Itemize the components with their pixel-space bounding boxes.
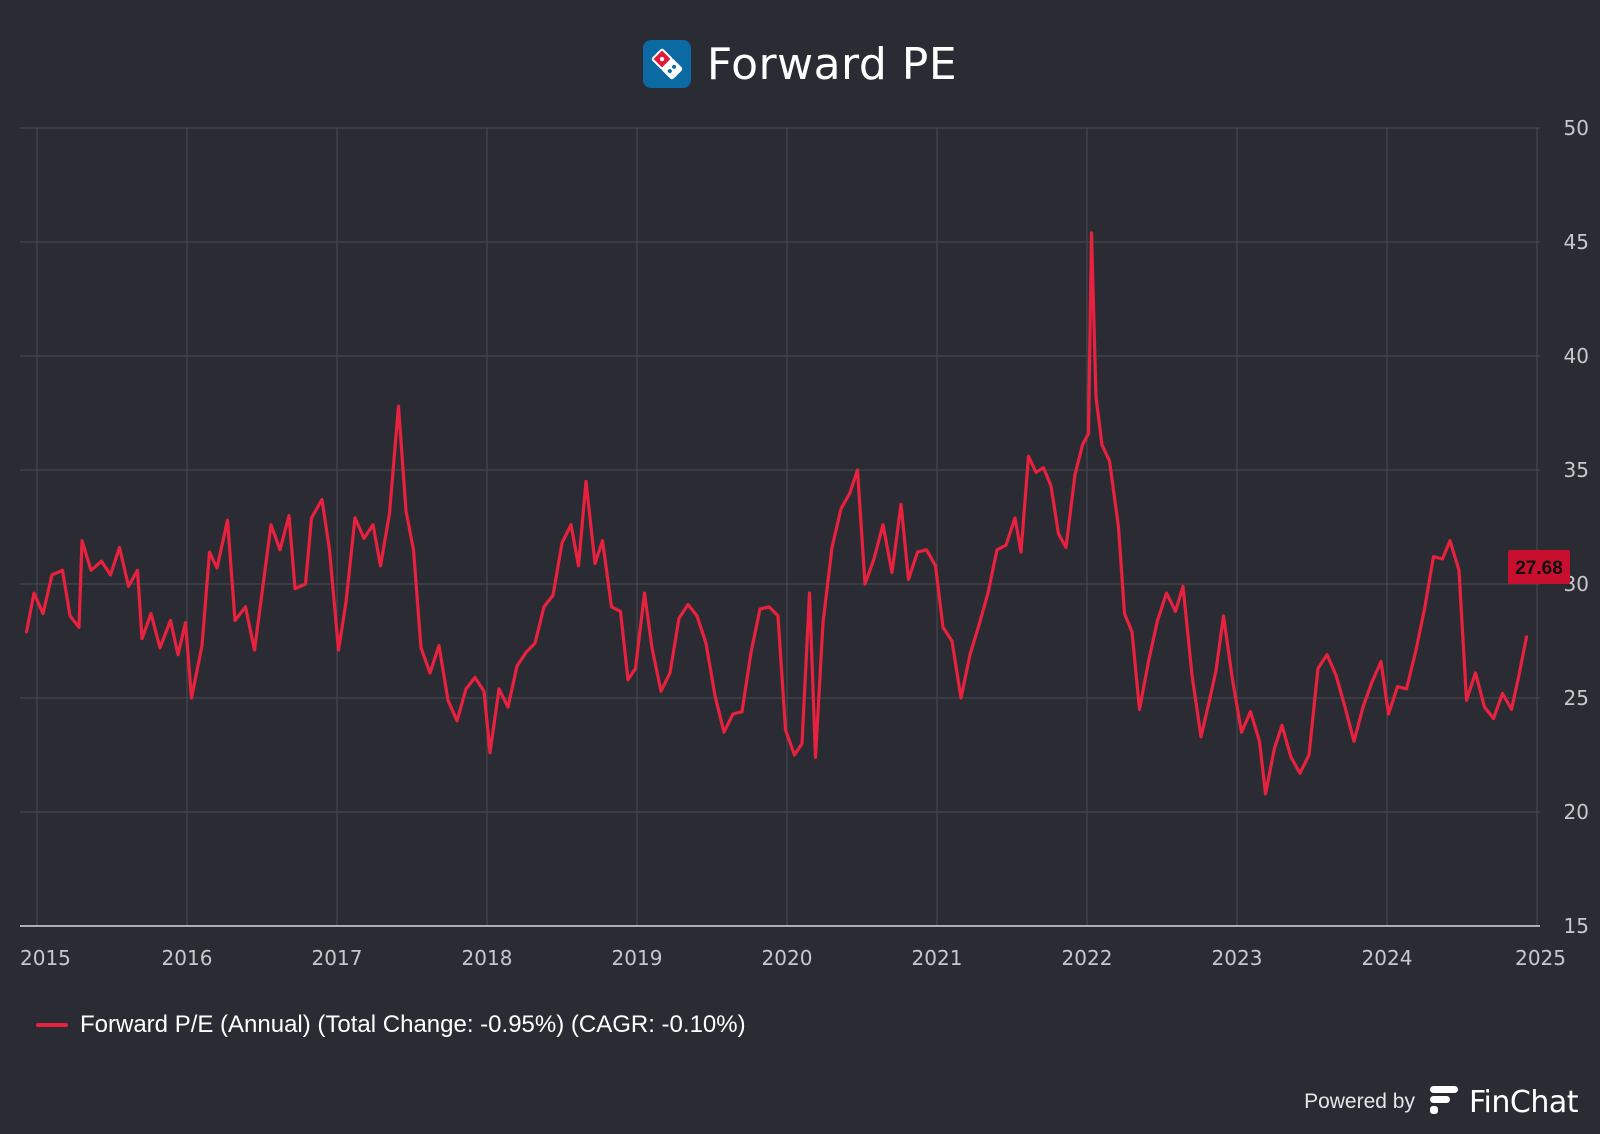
x-tick-label: 2025 xyxy=(1515,946,1566,970)
chart-header: Forward PE xyxy=(0,36,1600,92)
powered-by-branding[interactable]: Powered by FinChat xyxy=(1304,1082,1578,1122)
chart-grid xyxy=(20,127,1540,926)
legend-label: Forward P/E (Annual) (Total Change: -0.9… xyxy=(80,1011,746,1038)
last-value-label: 27.68 xyxy=(1515,558,1563,579)
y-tick-label: 35 xyxy=(1564,458,1589,482)
chart-series xyxy=(24,231,1529,796)
last-value-badge xyxy=(1508,550,1570,584)
y-tick-label: 20 xyxy=(1564,800,1589,824)
series-line xyxy=(24,231,1529,796)
y-tick-label: 25 xyxy=(1564,686,1589,710)
page-title: Forward PE xyxy=(706,38,958,90)
y-tick-label: 15 xyxy=(1564,914,1589,938)
x-tick-label: 2020 xyxy=(762,946,813,970)
x-tick-label: 2024 xyxy=(1362,946,1413,970)
dominos-logo-icon xyxy=(642,40,691,88)
x-tick-label: 2022 xyxy=(1062,946,1113,970)
y-tick-label: 45 xyxy=(1564,230,1589,254)
legend-swatch xyxy=(36,1023,68,1027)
chart-labels: 27.68 xyxy=(1508,550,1570,584)
chart-legend[interactable]: Forward P/E (Annual) (Total Change: -0.9… xyxy=(36,1008,746,1042)
y-tick-label: 40 xyxy=(1564,344,1589,368)
x-tick-label: 2017 xyxy=(312,946,363,970)
x-tick-label: 2015 xyxy=(20,946,71,970)
finchat-logo-icon xyxy=(1429,1085,1461,1120)
x-tick-label: 2018 xyxy=(462,946,513,970)
x-tick-label: 2023 xyxy=(1212,946,1263,970)
y-tick-label: 50 xyxy=(1564,116,1589,140)
x-tick-label: 2016 xyxy=(162,946,213,970)
x-tick-label: 2021 xyxy=(912,946,963,970)
powered-by-label: Powered by xyxy=(1304,1090,1415,1113)
x-tick-label: 2019 xyxy=(612,946,663,970)
finchat-brand: FinChat xyxy=(1468,1084,1579,1120)
